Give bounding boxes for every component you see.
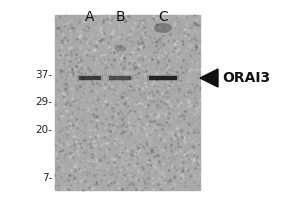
Text: B: B [115, 10, 125, 24]
Bar [79, 76, 101, 80]
Text: A: A [85, 10, 95, 24]
Bar [109, 76, 131, 80]
Text: C: C [158, 10, 168, 24]
Text: 29-: 29- [35, 97, 52, 107]
Text: 37-: 37- [35, 70, 52, 80]
Text: ORAI3: ORAI3 [222, 71, 270, 85]
Bar [107, 75, 133, 81]
Bar [147, 75, 179, 81]
Polygon shape [200, 69, 218, 87]
Bar [55, 15, 200, 190]
Text: 20-: 20- [35, 125, 52, 135]
Bar [77, 75, 103, 81]
Text: 7-: 7- [42, 173, 52, 183]
Ellipse shape [154, 23, 172, 33]
Ellipse shape [114, 45, 126, 51]
Bar [149, 76, 177, 80]
